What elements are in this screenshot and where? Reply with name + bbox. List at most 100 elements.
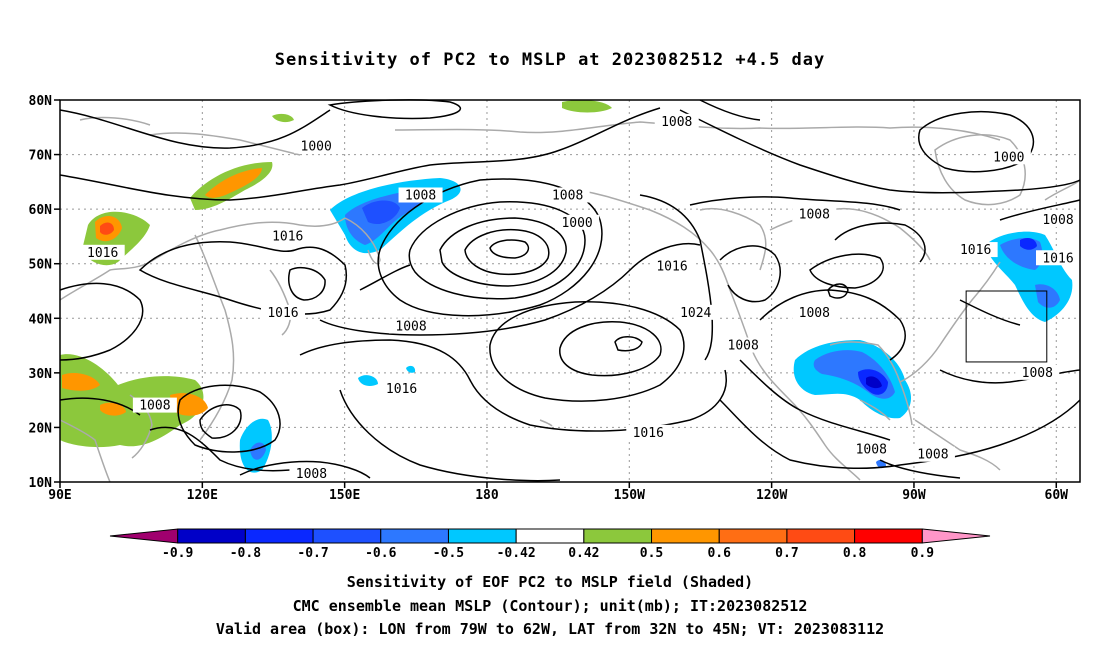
contour-label: 1008 (849, 441, 894, 457)
contour-label: 1016 (80, 244, 125, 261)
shade-positive-tibet-core2 (100, 222, 114, 235)
valid-area-box (965, 290, 1048, 363)
footer-line-1: Sensitivity of EOF PC2 to MSLP field (Sh… (346, 573, 754, 591)
shade-negative-atlantic-core (1020, 238, 1037, 250)
contour-label-text: 1000 (301, 139, 332, 154)
colorbar-label: 0.9 (911, 546, 934, 561)
contour-label-bg (910, 446, 955, 462)
colorbar-label: -0.6 (365, 546, 396, 561)
lon-tick-label: 150W (614, 488, 645, 503)
lat-tick-label: 60N (29, 203, 53, 218)
shade-positive-seasia-orange2 (170, 393, 208, 416)
contour-label-text: 1016 (386, 382, 417, 397)
contour-label-text: 1008 (395, 319, 426, 334)
lat-tick-label: 70N (29, 149, 53, 164)
shade-positive-arctic2 (562, 100, 612, 113)
colorbar-label: 0.6 (707, 546, 731, 561)
contour-label: 1008 (1015, 364, 1060, 381)
contour-label-bg (986, 149, 1031, 165)
contour-label-bg (792, 304, 837, 320)
contour-label-bg (792, 206, 837, 222)
contour-label-bg (721, 337, 766, 353)
contour-label-text: 1008 (799, 306, 830, 321)
contour-label-bg (1036, 212, 1080, 228)
lon-tick-label: 60W (1045, 488, 1069, 503)
colorbar-swatch (651, 528, 720, 544)
colorbar-label: 0.42 (568, 546, 599, 561)
contour-label-bg (626, 424, 671, 440)
contour-label-text: 1008 (661, 115, 692, 130)
contour-label-text: 1008 (405, 189, 436, 204)
contour-label-bg (289, 465, 334, 481)
contour-label: 1008 (792, 304, 837, 321)
sensitivity-shading (60, 100, 1073, 473)
lat-tick-label: 30N (29, 367, 53, 382)
colorbar-swatch (312, 528, 382, 544)
colorbar-swatch (786, 528, 856, 544)
colorbar-swatch (583, 528, 653, 544)
colorbar-swatch (854, 528, 923, 544)
contour-label-text: 1008 (917, 448, 948, 463)
shade-negative-atlantic-south (1035, 284, 1060, 308)
colorbar: -0.9 -0.8 -0.7 -0.6 -0.5 -0.42 0.42 0.5 0.6 0.7 0.… (109, 528, 991, 561)
contour-label-bg (260, 304, 305, 320)
colorbar-swatch (244, 528, 314, 544)
contour-label-text: 1016 (267, 306, 298, 321)
lon-tick-label: 180 (475, 488, 499, 503)
colorbar-label: -0.5 (433, 546, 464, 561)
shade-negative-kamchatka-core (362, 200, 400, 225)
colorbar-swatch (109, 528, 179, 544)
shade-negative-gulf-core2 (866, 376, 882, 389)
contour-label: 1016 (260, 304, 305, 321)
colorbar-swatch (380, 528, 449, 544)
coastlines (59, 116, 1081, 483)
contour-label: 1000 (294, 138, 339, 154)
shade-positive-siberia-core (205, 168, 262, 198)
contour-label: 1008 (398, 187, 443, 204)
contour-label-bg (555, 214, 600, 230)
contour-label-bg (849, 441, 894, 457)
colorbar-label: -0.7 (297, 546, 328, 561)
contour-label-bg (673, 304, 718, 320)
contour-label: 1008 (654, 113, 699, 130)
contour-label: 1016 (265, 228, 310, 244)
shade-positive-arctic1 (272, 113, 294, 123)
lat-tick-label: 50N (29, 258, 53, 273)
contour-label-text: 1008 (856, 442, 887, 457)
contour-label-text: 1008 (139, 399, 170, 414)
contour-label-bg (389, 318, 434, 334)
colorbar-label: -0.8 (230, 546, 261, 561)
contour-label-text: 1016 (960, 243, 991, 258)
colorbar-label: 0.5 (640, 546, 663, 561)
contour-label: 1008 (132, 397, 177, 414)
contour-label: 1008 (289, 465, 334, 482)
contour-label: 1000 (986, 149, 1031, 165)
lat-tick-label: 10N (29, 476, 53, 491)
lon-tick-label: 90E (48, 488, 71, 503)
contour-label-text: 1016 (633, 426, 664, 441)
contour-label-text: 1016 (1042, 251, 1073, 266)
lat-tick-label: 80N (29, 94, 53, 109)
lon-tick-label: 90W (902, 488, 926, 503)
contour-label-bg (265, 228, 310, 244)
contour-label-bg (1036, 250, 1080, 266)
contour-label-bg (654, 113, 699, 129)
footer-line-3: Valid area (box): LON from 79W to 62W, L… (215, 620, 885, 638)
contour-label-text: 1024 (680, 306, 711, 321)
contour-label: 1008 (389, 318, 434, 334)
contour-label: 1016 (953, 242, 998, 258)
lon-tick-label: 120W (756, 488, 787, 503)
colorbar-swatch (515, 528, 585, 544)
contour-label-bg (294, 138, 339, 154)
map-frame (59, 99, 1081, 483)
contour-label: 1008 (792, 206, 837, 223)
contour-label-bg (545, 187, 590, 203)
contour-label-bg (379, 381, 424, 397)
lat-tick-label: 20N (29, 421, 53, 436)
contour-labels: 1000 1008 1008 1008 1008 1000 1000 1008 1016 1016… (80, 113, 1080, 482)
contour-label: 1008 (910, 446, 955, 463)
footer-line-2: CMC ensemble mean MSLP (Contour); unit(m… (292, 597, 808, 615)
contour-label-bg (650, 258, 694, 274)
contour-label-bg (398, 187, 443, 203)
